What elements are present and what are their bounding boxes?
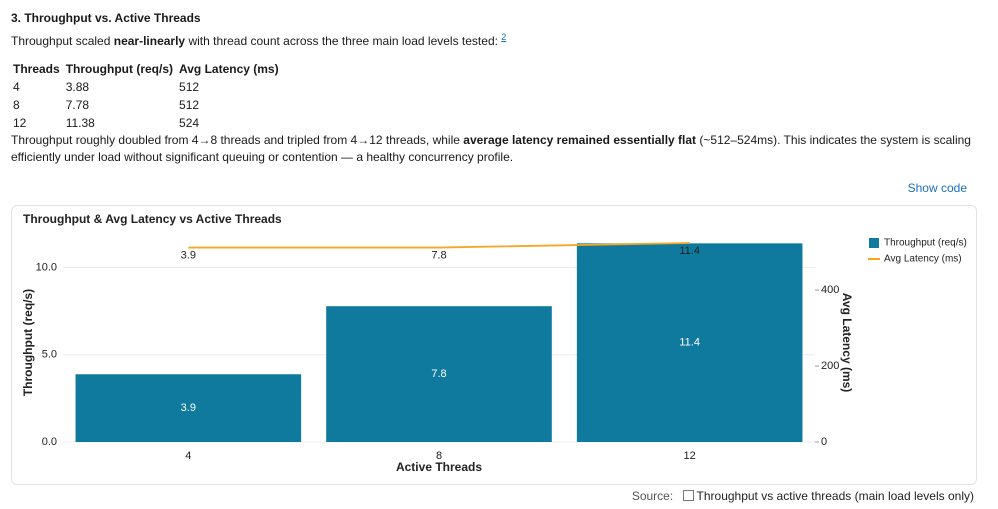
y2-tick-label: 400 [821, 284, 839, 296]
table-cell: 512 [179, 80, 200, 94]
show-code-link[interactable]: Show code [907, 181, 967, 195]
table-cell: 512 [179, 98, 200, 112]
table-cell: 12 [13, 116, 27, 130]
y2-axis-label: Avg Latency (ms) [840, 293, 854, 393]
bar-value-label: 11.4 [679, 337, 700, 349]
footnote-link[interactable]: 2 [501, 32, 507, 42]
table-cell: 7.78 [65, 98, 90, 112]
table-cell: 524 [179, 116, 200, 130]
bar [326, 306, 552, 442]
chart: Throughput & Avg Latency vs Active Threa… [21, 212, 967, 474]
table-icon [682, 490, 694, 501]
text: (~512–524ms). This indicates the system … [11, 133, 971, 164]
table-row: 4 3.88 512 [11, 78, 283, 96]
y2-tick-label: 0 [821, 436, 827, 448]
legend-label: Throughput (req/s) [884, 238, 967, 249]
y-tick-label: 5.0 [42, 349, 57, 361]
chart-title: Throughput & Avg Latency vs Active Threa… [23, 212, 282, 226]
y2-tick-label: 200 [821, 360, 839, 372]
table-header-cell: Threads [13, 62, 60, 76]
x-tick-label: 12 [684, 450, 696, 462]
text: Throughput scaled [11, 34, 114, 48]
table-header-cell: Avg Latency (ms) [179, 62, 279, 76]
line-value-label: 7.8 [431, 249, 446, 261]
table-header-row: Threads Throughput (req/s) Avg Latency (ms… [11, 60, 283, 78]
table-cell: 8 [13, 98, 20, 112]
bold-text: near-linearly [113, 34, 186, 48]
table-cell: 11.38 [65, 116, 95, 130]
text: Throughput roughly doubled from 4→8 thre… [11, 133, 464, 147]
y-axis-label: Throughput (req/s) [21, 289, 35, 396]
source: Source: Throughput vs active threads (ma… [632, 489, 974, 503]
bold-text: average latency remained essentially fla… [463, 133, 697, 147]
table: Threads Throughput (req/s) Avg Latency (ms… [11, 60, 283, 132]
chart-card: Throughput & Avg Latency vs Active Threa… [11, 205, 977, 485]
intro: Throughput scaled near-linearly with thr… [11, 32, 506, 48]
bar [576, 243, 803, 442]
legend-label: Avg Latency (ms) [884, 254, 962, 265]
text: with thread count across the three main … [185, 34, 502, 48]
line-value-label: 11.4 [679, 245, 700, 257]
bar [75, 374, 302, 442]
legend-swatch [869, 238, 879, 248]
x-axis-label: Active Threads [396, 460, 482, 474]
table-header-cell: Throughput (req/s) [65, 62, 174, 76]
table-row: 12 11.38 524 [11, 114, 283, 132]
x-tick-label: 4 [185, 450, 191, 462]
x-tick-label: 8 [436, 450, 442, 462]
table-row: 8 7.78 512 [11, 96, 283, 114]
table-cell: 3.88 [65, 80, 90, 94]
bar-value-label: 7.8 [431, 368, 446, 380]
y-tick-label: 0.0 [42, 436, 57, 448]
summary: Throughput roughly doubled from 4→8 thre… [11, 132, 971, 166]
line-value-label: 3.9 [181, 249, 196, 261]
source-label: Source: [631, 489, 674, 503]
source-text: Throughput vs active threads (main load … [696, 489, 974, 503]
heading: 3. Throughput vs. Active Threads [11, 11, 201, 25]
line [188, 242, 690, 249]
table-cell: 4 [13, 80, 20, 94]
y-tick-label: 10.0 [36, 261, 57, 273]
bar-value-label: 3.9 [181, 402, 196, 414]
